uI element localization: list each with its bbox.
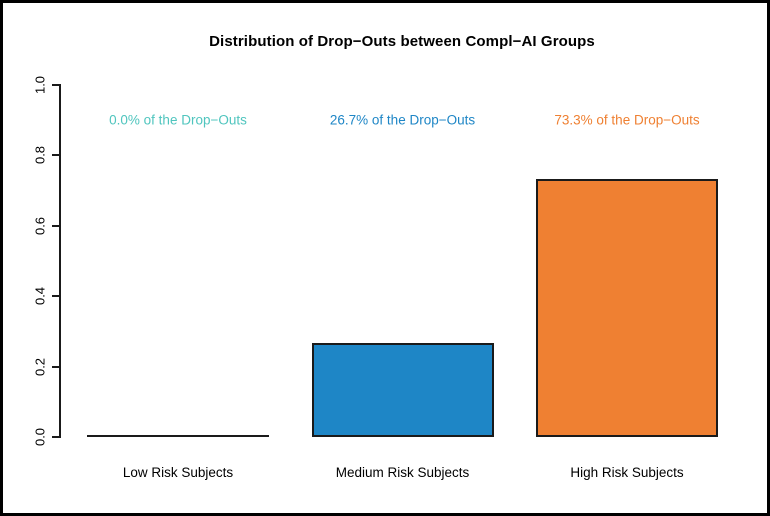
y-axis-tick xyxy=(52,365,61,368)
x-axis-category-label-low-risk-subjects: Low Risk Subjects xyxy=(122,465,234,480)
x-axis-category-label-high-risk-subjects: High Risk Subjects xyxy=(570,465,684,480)
y-axis-tick xyxy=(52,295,61,298)
bar-value-label-low-risk-subjects: 0.0% of the Drop−Outs xyxy=(109,112,247,128)
bar-value-label-medium-risk-subjects: 26.7% of the Drop−Outs xyxy=(329,112,476,128)
y-axis-tick xyxy=(52,154,61,157)
y-axis-tick xyxy=(52,436,61,438)
x-axis-category-label-medium-risk-subjects: Medium Risk Subjects xyxy=(335,465,470,480)
bar-value-label-high-risk-subjects: 73.3% of the Drop−Outs xyxy=(554,112,700,128)
bar-medium-risk-subjects xyxy=(311,343,494,437)
y-axis-tick xyxy=(52,224,61,227)
bar-low-risk-subjects xyxy=(87,435,269,437)
plot-area: 0.0 0.2 0.4 0.6 0.8 1.0 0.0% of the Drop−Outs L… xyxy=(33,76,747,480)
chart-title: Distribution of Drop−Outs between Compl−… xyxy=(209,33,595,50)
bar-high-risk-subjects xyxy=(536,179,718,437)
y-axis-tick xyxy=(52,84,61,86)
